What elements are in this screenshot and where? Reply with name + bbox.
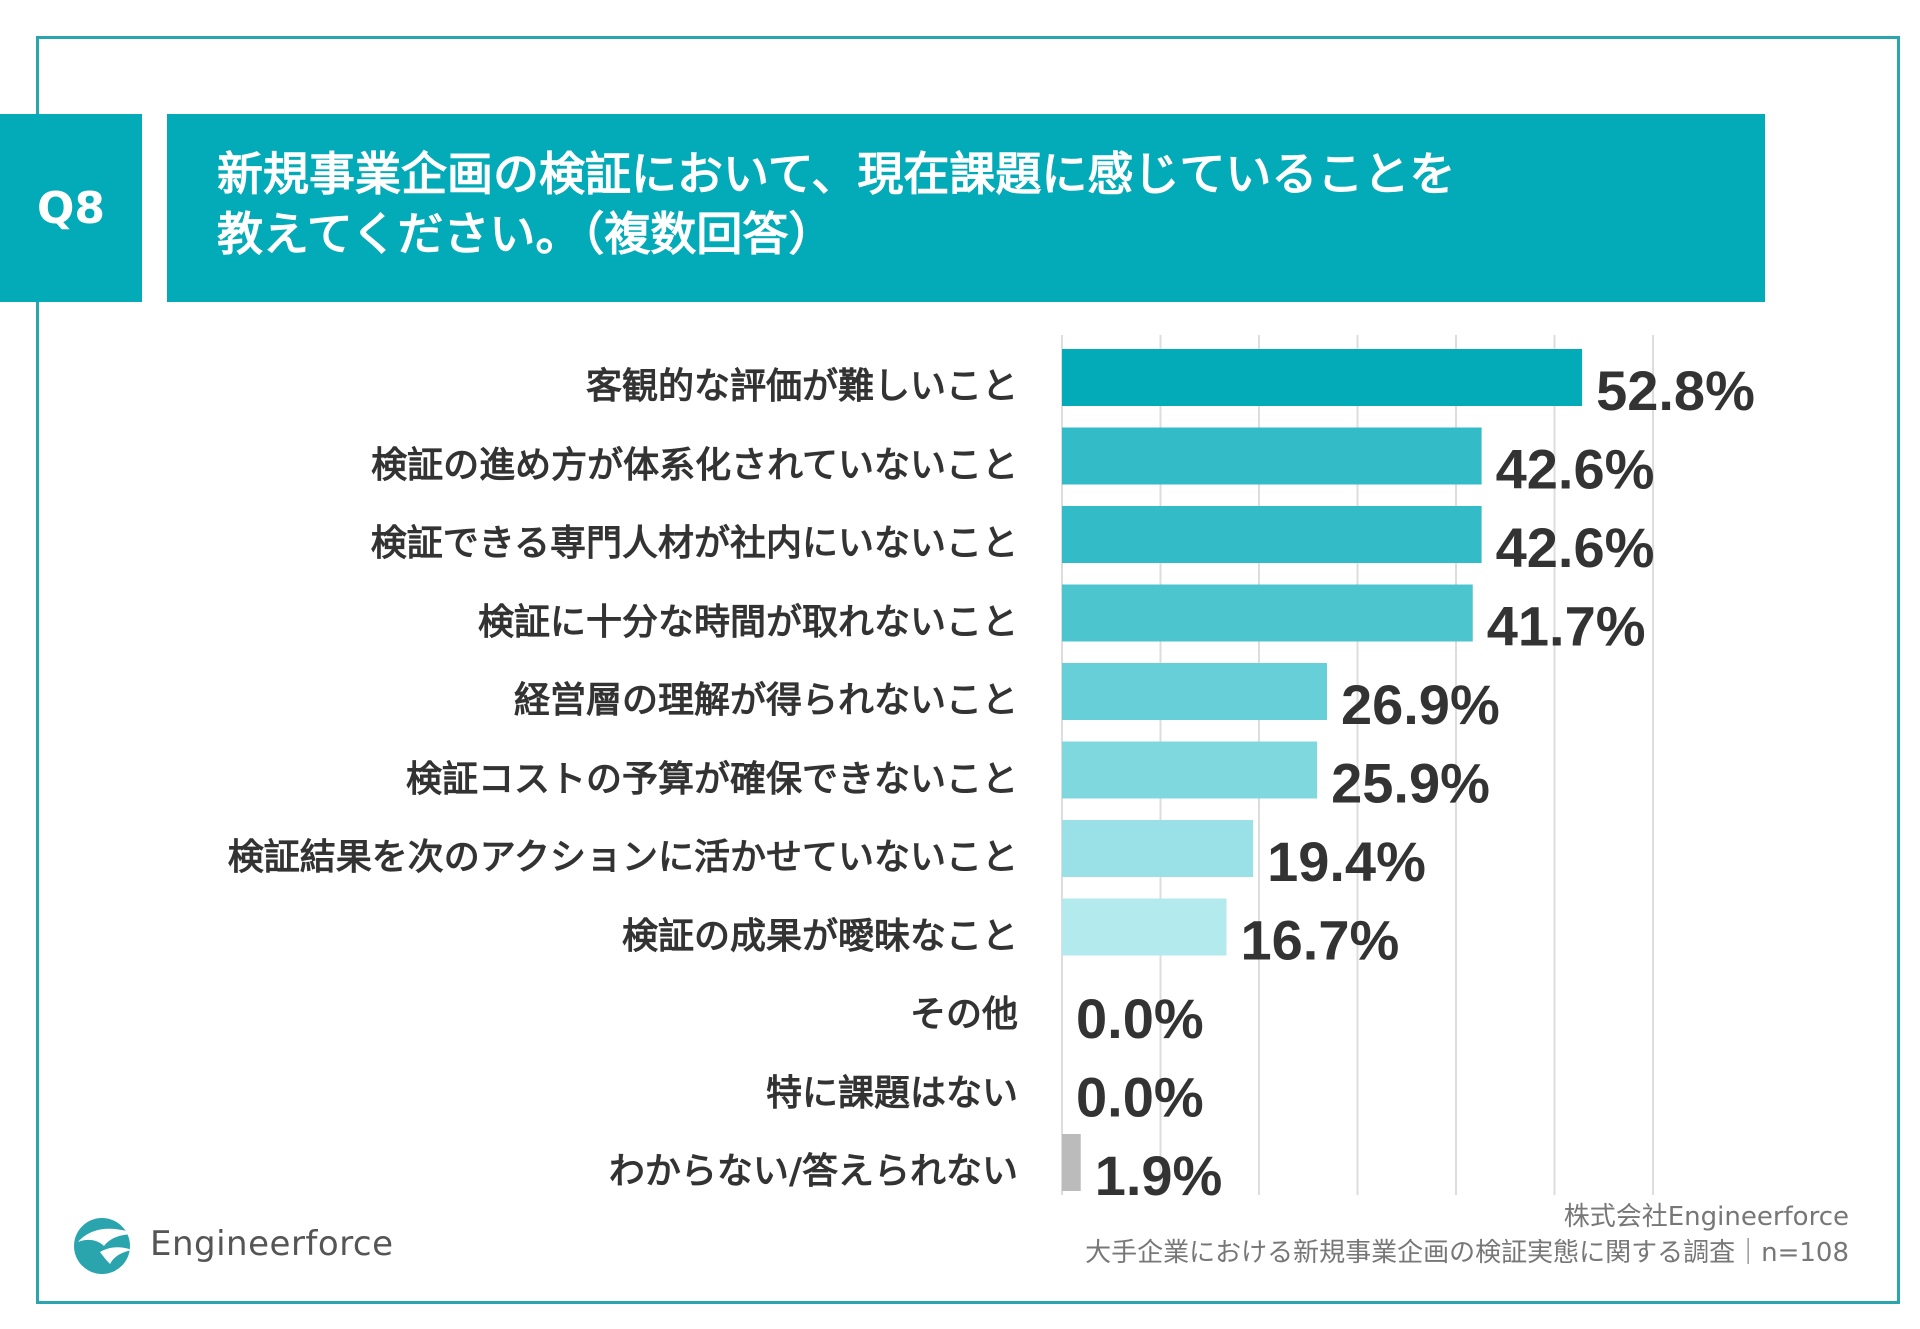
value-label: 41.7% [1487,595,1646,658]
question-number: Q8 [36,182,106,234]
category-label: その他 [909,994,1018,1035]
bars [1062,349,1583,1191]
bar [1062,427,1482,485]
value-labels: 52.8% 42.6% 42.6% 41.7% 26.9% 25.9% 19.4% 16.7%… [1076,359,1755,1207]
category-label: 検証の成果が曖昧なこと [621,915,1018,957]
source-survey: 大手企業における新規事業企画の検証実態に関する調査｜n=108 [1085,1238,1849,1268]
value-label: 52.8% [1596,359,1755,422]
value-label: 42.6% [1496,438,1655,501]
page-frame [36,36,1900,1304]
question-title-banner: 新規事業企画の検証において、現在課題に感じていることを 教えてください。（複数回… [167,114,1765,302]
value-label: 19.4% [1267,830,1426,893]
bar [1062,584,1473,642]
category-label: 検証結果を次のアクションに活かせていないこと [227,837,1018,878]
value-label: 1.9% [1095,1144,1223,1207]
bird-icon [74,1218,136,1274]
value-label: 0.0% [1076,987,1204,1050]
company-logo: Engineerforce [70,1212,394,1276]
question-title-line2: 教えてください。（複数回答） [217,207,835,261]
value-label: 25.9% [1331,752,1490,815]
bar [1062,1134,1081,1191]
bar [1062,898,1227,956]
category-label: 検証の進め方が体系化されていないこと [371,444,1018,486]
category-label: 検証に十分な時間が取れないこと [477,601,1018,643]
bar [1062,506,1482,563]
bar [1062,349,1583,406]
category-label: 検証できる専門人材が社内にいないこと [370,523,1018,564]
logo-text: Engineerforce [150,1224,394,1264]
value-label: 42.6% [1496,516,1655,579]
value-label: 26.9% [1341,673,1500,736]
bar [1062,820,1254,877]
value-label: 0.0% [1076,1066,1204,1129]
bar [1062,741,1318,799]
bar [1062,663,1327,720]
source-company: 株式会社Engineerforce [1563,1202,1849,1232]
category-label: 検証コストの予算が確保できないこと [405,758,1018,800]
question-number-badge: Q8 [0,114,142,302]
question-title-line1: 新規事業企画の検証において、現在課題に感じていることを [217,147,1456,201]
category-label: わからない/答えられない [608,1151,1018,1192]
category-label: 経営層の理解が得られないこと [513,680,1018,721]
value-label: 16.7% [1240,909,1399,972]
category-label: 客観的な評価が難しいこと [585,366,1018,407]
category-label: 特に課題はない [765,1072,1018,1114]
